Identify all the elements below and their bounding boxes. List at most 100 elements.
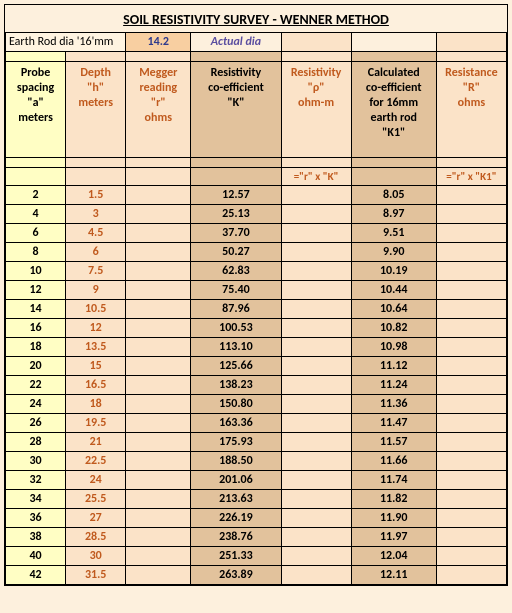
cell-a: 40 (6, 547, 66, 566)
formula-row: ="r" x "K" ="r" x "K1" (6, 168, 507, 186)
cell-k1: 9.51 (351, 224, 436, 243)
cell-k: 263.89 (191, 566, 281, 585)
cell-p (281, 490, 351, 509)
cell-k: 175.93 (191, 433, 281, 452)
cell-h: 28.5 (66, 528, 126, 547)
formula-p: ="r" x "K" (281, 168, 351, 186)
table-row: 4231.5263.8912.11 (6, 566, 507, 585)
cell-p (281, 205, 351, 224)
cell-k: 213.63 (191, 490, 281, 509)
cell-h: 22.5 (66, 452, 126, 471)
cell-R (436, 490, 506, 509)
cell-k: 188.50 (191, 452, 281, 471)
table-row: 2821175.9311.57 (6, 433, 507, 452)
cell-k: 251.33 (191, 547, 281, 566)
cell-R (436, 319, 506, 338)
cell-p (281, 509, 351, 528)
cell-R (436, 376, 506, 395)
table-row: 2216.5 138.23 11.24 (6, 376, 507, 395)
table-row: 3627226.1911.90 (6, 509, 507, 528)
cell-R (436, 528, 506, 547)
cell-r (126, 376, 191, 395)
cell-a: 6 (6, 224, 66, 243)
cell-r (126, 338, 191, 357)
table-row: 1410.587.9610.64 (6, 300, 507, 319)
spacer-row (6, 52, 507, 62)
cell-a: 10 (6, 262, 66, 281)
cell-h: 12 (66, 319, 126, 338)
cell-a: 22 (6, 376, 66, 395)
cell-h: 1.5 (66, 186, 126, 205)
table-row: 2015125.6611.12 (6, 357, 507, 376)
cell-k1: 11.36 (351, 395, 436, 414)
cell-k1: 9.90 (351, 243, 436, 262)
table-row: 12975.4010.44 (6, 281, 507, 300)
cell-k: 201.06 (191, 471, 281, 490)
cell-a: 30 (6, 452, 66, 471)
cell-r (126, 509, 191, 528)
cell-k: 100.53 (191, 319, 281, 338)
cell-p (281, 357, 351, 376)
cell-a: 18 (6, 338, 66, 357)
cell-h: 21 (66, 433, 126, 452)
cell-k: 62.83 (191, 262, 281, 281)
cell-p (281, 376, 351, 395)
cell-a: 4 (6, 205, 66, 224)
cell-h: 16.5 (66, 376, 126, 395)
cell-a: 36 (6, 509, 66, 528)
cell-a: 34 (6, 490, 66, 509)
cell-k1: 11.24 (351, 376, 436, 395)
cell-p (281, 262, 351, 281)
cell-k1: 11.90 (351, 509, 436, 528)
cell-p (281, 300, 351, 319)
cell-r (126, 319, 191, 338)
cell-k1: 10.19 (351, 262, 436, 281)
cell-k: 113.10 (191, 338, 281, 357)
cell-p (281, 319, 351, 338)
cell-a: 12 (6, 281, 66, 300)
col-header-p: Resistivity"ρ"ohm-m (281, 62, 351, 158)
cell-a: 42 (6, 566, 66, 585)
cell-k1: 11.74 (351, 471, 436, 490)
cell-h: 19.5 (66, 414, 126, 433)
cell-p (281, 186, 351, 205)
cell-k: 125.66 (191, 357, 281, 376)
cell-r (126, 395, 191, 414)
cell-k1: 12.04 (351, 547, 436, 566)
cell-r (126, 281, 191, 300)
cell-k: 138.23 (191, 376, 281, 395)
cell-k: 50.27 (191, 243, 281, 262)
cell-k: 150.80 (191, 395, 281, 414)
cell-r (126, 566, 191, 585)
table-row: 2418150.8011.36 (6, 395, 507, 414)
cell-p (281, 395, 351, 414)
cell-r (126, 224, 191, 243)
cell-h: 24 (66, 471, 126, 490)
table-row: 1813.5113.1010.98 (6, 338, 507, 357)
cell-R (436, 281, 506, 300)
col-header-r: Meggerreading"r"ohms (126, 62, 191, 158)
table-row: 3022.5188.5011.66 (6, 452, 507, 471)
cell-h: 9 (66, 281, 126, 300)
table-row: 107.562.8310.19 (6, 262, 507, 281)
cell-R (436, 338, 506, 357)
sheet-title: SOIL RESISTIVITY SURVEY - WENNER METHOD (5, 5, 507, 32)
cell-r (126, 300, 191, 319)
cell-h: 30 (66, 547, 126, 566)
table-row: 3425.5213.6311.82 (6, 490, 507, 509)
cell-r (126, 262, 191, 281)
cell-a: 16 (6, 319, 66, 338)
table-row: 21.512.578.05 (6, 186, 507, 205)
cell-r (126, 471, 191, 490)
table-row: 4325.138.97 (6, 205, 507, 224)
table-row: 4030 251.33 12.04 (6, 547, 507, 566)
cell-R (436, 243, 506, 262)
table-row: 2619.5163.3611.47 (6, 414, 507, 433)
cell-a: 20 (6, 357, 66, 376)
cell-r (126, 357, 191, 376)
cell-a: 24 (6, 395, 66, 414)
cell-R (436, 471, 506, 490)
cell-a: 28 (6, 433, 66, 452)
col-header-a: Probespacing"a"meters (6, 62, 66, 158)
param-value: 14.2 (126, 33, 191, 52)
